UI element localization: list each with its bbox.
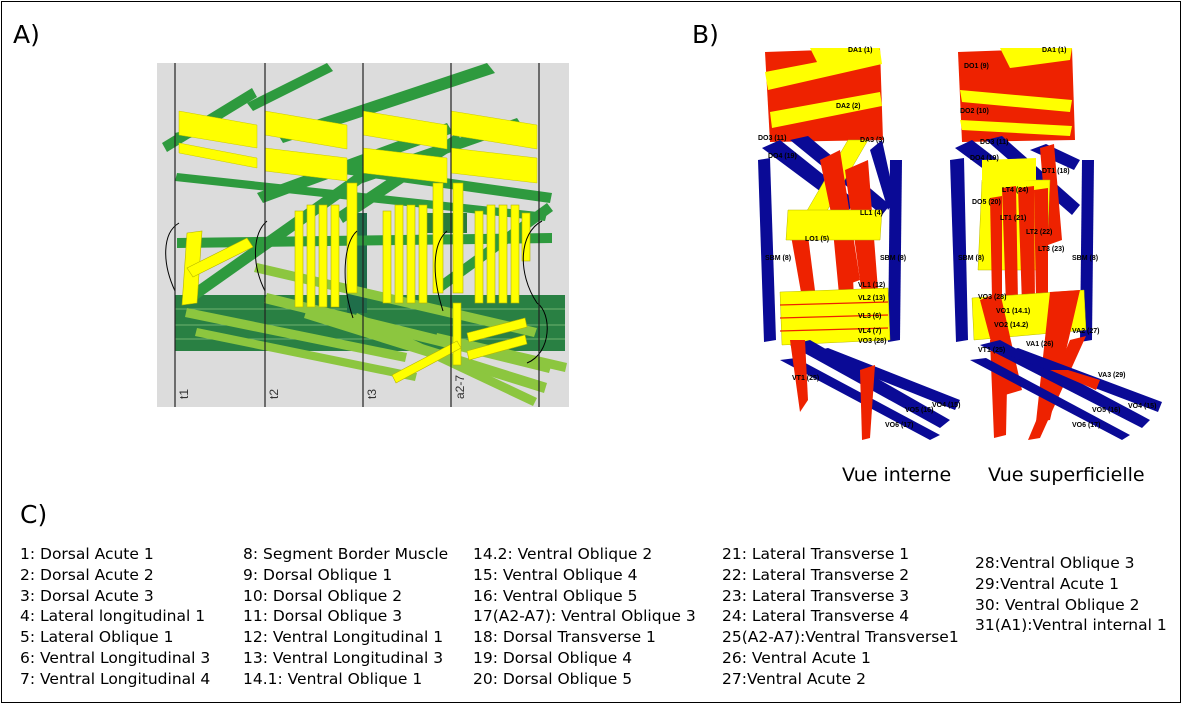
label-sup-da1: DA1 (1) <box>1042 47 1067 54</box>
superficial-view-labels: DA1 (1) DO1 (9) DO2 (10) DO3 (11) DO4 (1… <box>958 47 1156 429</box>
legend-entry: 3: Dorsal Acute 3 <box>20 586 154 605</box>
legend-column-2: 8: Segment Border Muscle 9: Dorsal Obliqu… <box>243 544 448 690</box>
label-sup-do4: DO4 (19) <box>970 155 999 162</box>
legend-entry: 13: Ventral Longitudinal 3 <box>243 648 444 667</box>
label-int-vo6: VO6 (17) <box>885 422 913 429</box>
label-sup-do5: DO5 (20) <box>972 199 1001 206</box>
legend-entry: 14.1: Ventral Oblique 1 <box>243 669 423 688</box>
view-label-superficial: Vue superficielle <box>988 464 1145 486</box>
label-int-vo4: VO4 (15) <box>932 402 960 409</box>
legend-entry: 2: Dorsal Acute 2 <box>20 565 154 584</box>
legend-entry: 7: Ventral Longitudinal 4 <box>20 669 211 688</box>
label-int-do4: DO4 (19) <box>768 153 797 160</box>
segment-label-a2-7: a2-7 <box>453 375 467 399</box>
label-sup-lt4: LT4 (24) <box>1002 187 1028 194</box>
internal-view-illustration <box>758 48 960 440</box>
label-int-sbm-left: SBM (8) <box>765 255 791 262</box>
label-sup-vo1: VO1 (14.1) <box>996 308 1030 315</box>
panel-a-muscle-schematic: t1 t2 t3 a2-7 <box>157 63 569 407</box>
label-sup-do3: DO3 (11) <box>980 139 1008 146</box>
label-int-da2: DA2 (2) <box>836 103 861 110</box>
legend-entry: 26: Ventral Acute 1 <box>722 648 871 667</box>
legend-entry: 27:Ventral Acute 2 <box>722 669 866 688</box>
segment-label-t3: t3 <box>365 389 379 399</box>
legend-column-1: 1: Dorsal Acute 1 2: Dorsal Acute 2 3: Dor… <box>20 544 210 690</box>
label-int-lo1: LO1 (5) <box>805 236 829 243</box>
label-int-vt1: VT1 (25) <box>792 375 819 382</box>
legend-column-5: 28:Ventral Oblique 3 29:Ventral Acute 1 30… <box>975 553 1167 636</box>
legend-entry: 10: Dorsal Oblique 2 <box>243 586 403 605</box>
superficial-view-illustration <box>950 48 1162 440</box>
label-int-vl2: VL2 (13) <box>858 295 885 302</box>
a2-7-ventral-yellow-bars <box>391 302 528 384</box>
panel-c-letter: C) <box>20 500 48 529</box>
label-int-ll1: LL1 (4) <box>860 210 883 217</box>
internal-view-labels: DA1 (1) DA2 (2) DO3 (11) DA3 (3) DO4 (19… <box>758 47 960 429</box>
label-sup-sbm-right: SBM (8) <box>1072 255 1098 262</box>
label-sup-vo2: VO2 (14.2) <box>994 322 1028 329</box>
label-sup-dt1: DT1 (18) <box>1042 168 1070 175</box>
label-sup-vo4: VO4 (15) <box>1128 403 1156 410</box>
legend-entry: 5: Lateral Oblique 1 <box>20 628 174 647</box>
legend-entry: 1: Dorsal Acute 1 <box>20 545 154 563</box>
label-int-da3: DA3 (3) <box>860 137 885 144</box>
label-sup-va1: VA1 (26) <box>1026 341 1054 348</box>
label-int-vl1: VL1 (12) <box>858 282 885 289</box>
legend-entry: 20: Dorsal Oblique 5 <box>473 669 633 688</box>
label-sup-vo3: VO3 (28) <box>978 294 1006 301</box>
legend-entry: 24: Lateral Transverse 4 <box>722 607 910 626</box>
legend-entry: 21: Lateral Transverse 1 <box>722 545 910 563</box>
panel-a-letter: A) <box>13 20 40 49</box>
legend-column-4: 21: Lateral Transverse 1 22: Lateral Tran… <box>722 544 959 690</box>
legend-entry: 4: Lateral longitudinal 1 <box>20 607 206 626</box>
label-sup-do2: DO2 (10) <box>960 108 989 115</box>
label-int-da1: DA1 (1) <box>848 47 873 54</box>
legend-entry: 11: Dorsal Oblique 3 <box>243 607 403 626</box>
legend-entry: 25(A2-A7):Ventral Transverse1 <box>722 628 959 647</box>
dorsal-yellow-bands <box>178 110 538 184</box>
legend-entry: 8: Segment Border Muscle <box>243 545 449 563</box>
label-sup-vo5: VO5 (16) <box>1092 407 1120 414</box>
label-sup-vo6: VO6 (17) <box>1072 422 1100 429</box>
label-int-vo5: VO5 (16) <box>905 407 933 414</box>
label-sup-va2: VA2 (27) <box>1072 328 1100 335</box>
legend-entry: 22: Lateral Transverse 2 <box>722 565 910 584</box>
label-sup-lt1: LT1 (21) <box>1000 215 1026 222</box>
legend-entry: 15: Ventral Oblique 4 <box>473 565 638 584</box>
legend-entry: 9: Dorsal Oblique 1 <box>243 565 393 584</box>
label-sup-lt2: LT2 (22) <box>1026 229 1052 236</box>
label-int-vo3: VO3 (28) <box>858 338 886 345</box>
view-label-internal: Vue interne <box>842 464 952 486</box>
segment-boundaries <box>174 63 540 407</box>
legend-entry: 18: Dorsal Transverse 1 <box>473 628 656 647</box>
label-sup-vt1: VT1 (25) <box>978 347 1005 354</box>
panel-b-muscle-views: DA1 (1) DA2 (2) DO3 (11) DA3 (3) DO4 (19… <box>758 47 1162 440</box>
label-int-sbm-right: SBM (8) <box>880 255 906 262</box>
label-int-vl3: VL3 (6) <box>858 313 881 320</box>
legend-entry: 17(A2-A7): Ventral Oblique 3 <box>473 607 696 626</box>
label-sup-va3: VA3 (29) <box>1098 372 1126 379</box>
segment-label-t2: t2 <box>267 389 281 399</box>
legend-entry: 14.2: Ventral Oblique 2 <box>473 545 653 563</box>
legend-entry: 12: Ventral Longitudinal 1 <box>243 628 444 647</box>
label-sup-lt3: LT3 (23) <box>1038 246 1064 253</box>
legend-entry: 6: Ventral Longitudinal 3 <box>20 648 211 667</box>
t1-yellow-bars <box>181 230 254 306</box>
panel-b-letter: B) <box>692 20 719 49</box>
legend-entry: 31(A1):Ventral internal 1 <box>975 616 1167 635</box>
legend-entry: 28:Ventral Oblique 3 <box>975 554 1135 572</box>
legend-entry: 16: Ventral Oblique 5 <box>473 586 638 605</box>
label-sup-do1: DO1 (9) <box>964 63 989 70</box>
legend-entry: 30: Ventral Oblique 2 <box>975 595 1140 614</box>
legend-entry: 29:Ventral Acute 1 <box>975 574 1119 593</box>
segment-border-arcs <box>165 220 548 364</box>
segment-label-t1: t1 <box>177 389 191 399</box>
legend-column-3: 14.2: Ventral Oblique 2 15: Ventral Obliq… <box>473 544 696 690</box>
legend-entry: 19: Dorsal Oblique 4 <box>473 648 633 667</box>
label-int-do3: DO3 (11) <box>758 135 786 142</box>
label-int-vl4: VL4 (7) <box>858 328 881 335</box>
label-sup-sbm-left: SBM (8) <box>958 255 984 262</box>
legend-entry: 23: Lateral Transverse 3 <box>722 586 910 605</box>
